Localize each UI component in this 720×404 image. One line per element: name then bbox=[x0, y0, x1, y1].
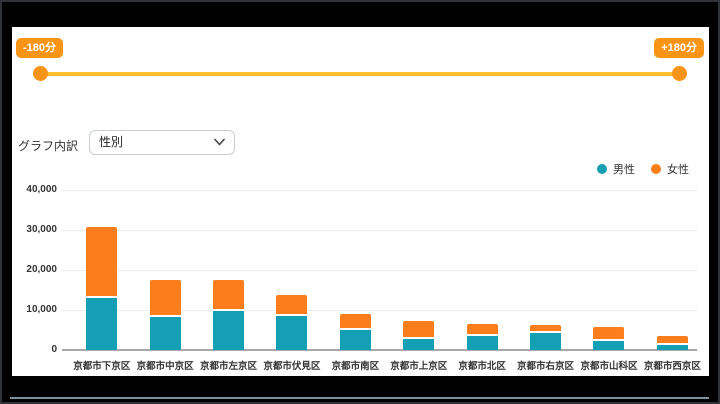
bar-column bbox=[387, 190, 450, 350]
x-tick-label: 京都市右京区 bbox=[517, 361, 575, 372]
x-tick-label: 京都市北区 bbox=[458, 361, 506, 372]
x-tick-label: 京都市左京区 bbox=[200, 361, 258, 372]
y-tick-label: 40,000 bbox=[26, 184, 57, 195]
bar-segment-女性[interactable] bbox=[656, 336, 688, 345]
slider-min-badge: -180分 bbox=[16, 38, 64, 58]
legend-item-1[interactable]: 女性 bbox=[651, 161, 689, 177]
y-tick-label: 20,000 bbox=[26, 264, 57, 275]
legend-dot-icon bbox=[651, 164, 661, 174]
legend-dot-icon bbox=[597, 164, 607, 174]
stacked-bar[interactable] bbox=[530, 325, 562, 350]
stacked-bar[interactable] bbox=[213, 280, 245, 350]
bar-segment-女性[interactable] bbox=[403, 321, 435, 339]
slider-handle-max[interactable] bbox=[672, 66, 687, 81]
legend-label: 女性 bbox=[667, 164, 689, 176]
stacked-bar[interactable] bbox=[656, 336, 688, 350]
bar-segment-女性[interactable] bbox=[276, 295, 308, 316]
bar-segment-女性[interactable] bbox=[213, 280, 245, 311]
window-bottom-edge bbox=[10, 397, 709, 399]
legend-label: 男性 bbox=[613, 164, 635, 176]
bar-column bbox=[70, 190, 133, 350]
plot-bars bbox=[70, 190, 704, 350]
time-range-slider-track[interactable] bbox=[40, 72, 679, 76]
x-tick-label: 京都市西京区 bbox=[643, 361, 701, 372]
y-tick-label: 0 bbox=[51, 344, 57, 355]
gridline bbox=[62, 190, 697, 191]
bar-segment-男性[interactable] bbox=[403, 339, 435, 350]
bar-segment-男性[interactable] bbox=[276, 316, 308, 350]
bar-segment-女性[interactable] bbox=[339, 314, 371, 330]
gridline bbox=[62, 230, 697, 231]
bar-segment-男性[interactable] bbox=[339, 330, 371, 350]
bar-segment-男性[interactable] bbox=[213, 311, 245, 350]
x-tick-label: 京都市上京区 bbox=[390, 361, 448, 372]
y-tick-label: 30,000 bbox=[26, 224, 57, 235]
stacked-bar[interactable] bbox=[86, 227, 118, 350]
bar-segment-男性[interactable] bbox=[86, 298, 118, 350]
slider-max-badge: +180分 bbox=[654, 38, 704, 58]
breakdown-label: グラフ内訳 bbox=[18, 139, 79, 153]
slider-handle-min[interactable] bbox=[33, 66, 48, 81]
bar-segment-女性[interactable] bbox=[530, 325, 562, 333]
stacked-bar[interactable] bbox=[466, 324, 498, 350]
bar-column bbox=[133, 190, 196, 350]
stacked-bar[interactable] bbox=[149, 280, 181, 350]
plot-area bbox=[62, 190, 697, 351]
bar-column bbox=[324, 190, 387, 350]
bar-column bbox=[260, 190, 323, 350]
chevron-down-icon bbox=[214, 138, 225, 146]
stacked-bar[interactable] bbox=[403, 321, 435, 350]
bar-column bbox=[577, 190, 640, 350]
x-labels: 京都市下京区 京都市中京区 京都市左京区 京都市伏見区 京都市南区 京都市上京区 京都市北区… bbox=[70, 358, 704, 372]
stacked-bar[interactable] bbox=[339, 314, 371, 350]
bar-segment-男性[interactable] bbox=[656, 345, 688, 350]
breakdown-selected-value: 性別 bbox=[99, 135, 124, 149]
bar-segment-男性[interactable] bbox=[466, 336, 498, 350]
bar-segment-女性[interactable] bbox=[593, 327, 625, 341]
bar-column bbox=[641, 190, 704, 350]
bar-segment-女性[interactable] bbox=[86, 227, 118, 298]
gridline bbox=[62, 310, 697, 311]
gridline bbox=[62, 270, 697, 271]
bar-column bbox=[514, 190, 577, 350]
stacked-bar[interactable] bbox=[593, 327, 625, 350]
bar-column bbox=[197, 190, 260, 350]
bar-column bbox=[450, 190, 513, 350]
legend-item-0[interactable]: 男性 bbox=[597, 161, 635, 177]
x-tick-label: 京都市南区 bbox=[331, 361, 380, 372]
x-tick-label: 京都市中京区 bbox=[136, 361, 194, 372]
y-axis-ticks: 40,000 30,000 20,000 10,000 0 bbox=[12, 184, 57, 355]
bar-segment-男性[interactable] bbox=[593, 341, 625, 350]
y-tick-label: 10,000 bbox=[26, 304, 57, 315]
chart-panel: -180分 +180分 グラフ内訳 性別 男性 女性 40,000 30,000 20… bbox=[12, 27, 709, 376]
bar-segment-女性[interactable] bbox=[466, 324, 498, 336]
x-axis-line bbox=[62, 349, 697, 351]
stacked-bar[interactable] bbox=[276, 295, 308, 350]
bar-segment-男性[interactable] bbox=[149, 317, 181, 350]
breakdown-select[interactable]: 性別 bbox=[89, 130, 235, 155]
x-tick-label: 京都市伏見区 bbox=[263, 361, 321, 372]
x-tick-label: 京都市下京区 bbox=[73, 361, 131, 372]
bar-segment-男性[interactable] bbox=[530, 333, 562, 350]
x-tick-label: 京都市山科区 bbox=[580, 361, 638, 372]
chart-legend: 男性 女性 bbox=[597, 161, 689, 177]
bar-segment-女性[interactable] bbox=[149, 280, 181, 317]
